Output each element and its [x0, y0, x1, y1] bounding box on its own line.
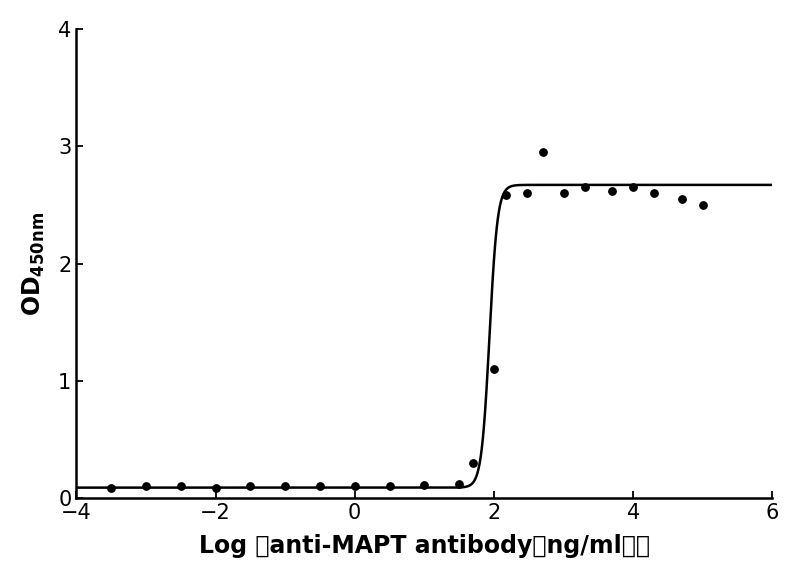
Point: [418, 481, 430, 490]
Point: [536, 148, 549, 157]
Point: [209, 483, 222, 492]
Point: [314, 482, 326, 491]
Point: [675, 195, 688, 204]
Point: [348, 482, 361, 491]
Point: [453, 479, 466, 489]
X-axis label: Log （anti-MAPT antibody（ng/ml））: Log （anti-MAPT antibody（ng/ml））: [199, 534, 650, 558]
Point: [174, 482, 187, 491]
Point: [487, 365, 500, 374]
Y-axis label: OD$_{\mathbf{450nm}}$: OD$_{\mathbf{450nm}}$: [21, 211, 47, 316]
Point: [383, 482, 396, 491]
Point: [648, 189, 661, 198]
Point: [606, 186, 618, 195]
Point: [627, 182, 640, 192]
Point: [139, 482, 152, 491]
Point: [500, 191, 513, 200]
Point: [466, 459, 479, 468]
Point: [558, 189, 570, 198]
Point: [105, 483, 118, 492]
Point: [278, 482, 291, 491]
Point: [578, 182, 591, 192]
Point: [244, 482, 257, 491]
Point: [697, 200, 710, 210]
Point: [521, 189, 534, 198]
